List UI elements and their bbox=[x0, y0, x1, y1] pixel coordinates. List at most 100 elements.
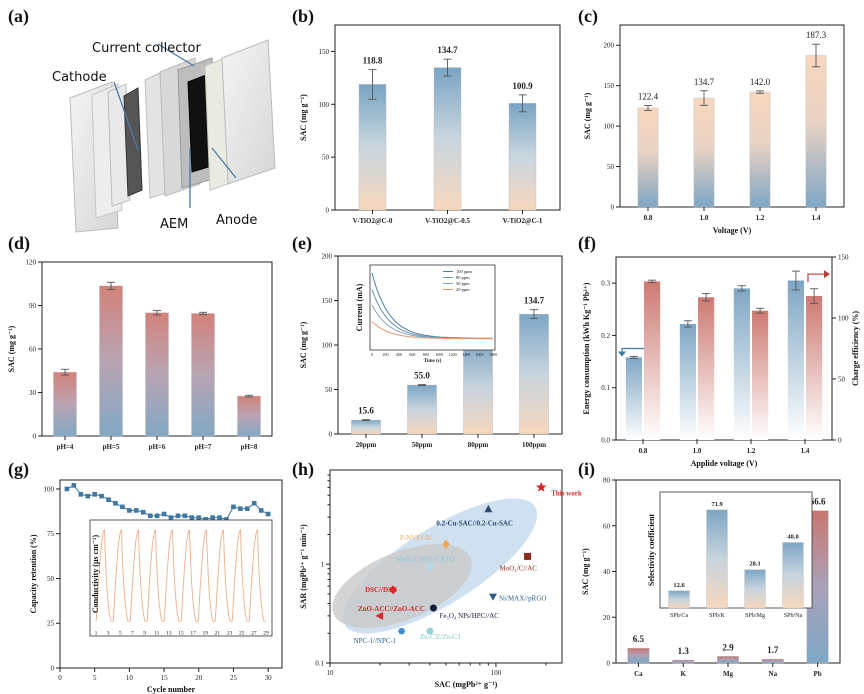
x-tick-label: Mg bbox=[723, 670, 734, 678]
point-label: P-NVF//AC bbox=[400, 534, 434, 542]
y-left-tick-label: 0.0 bbox=[601, 437, 610, 445]
point-label: This work bbox=[551, 489, 582, 497]
retention-point bbox=[134, 508, 139, 513]
inset-legend-label: 50 ppm bbox=[456, 281, 470, 286]
y-right-tick-label: 100 bbox=[838, 315, 849, 323]
inset-x-tick-label: 3 bbox=[107, 631, 110, 637]
x-axis-label: Applide voltage (V) bbox=[691, 459, 758, 468]
retention-point bbox=[196, 515, 202, 520]
y-axis-label: SAC (mg g⁻¹) bbox=[299, 321, 308, 368]
bar-charge-efficiency bbox=[644, 281, 661, 440]
y-tick-label: 0 bbox=[611, 204, 615, 212]
inset-y-axis-label: Conductivity (μs cm⁻¹) bbox=[91, 535, 100, 614]
plot-frame bbox=[59, 479, 283, 669]
panel-label-a: (a) bbox=[8, 6, 29, 26]
value-label: 15.6 bbox=[358, 406, 374, 416]
point-label: Zn-C3//Zn-C3 bbox=[420, 633, 461, 641]
retention-point bbox=[168, 515, 174, 520]
inset-legend-label: 80 ppm bbox=[456, 275, 470, 280]
retention-point bbox=[182, 513, 188, 519]
retention-point bbox=[258, 508, 264, 513]
y-tick-label: 150 bbox=[604, 82, 615, 90]
chart-c: 0 50 100 150 200 0.8 122.4 1.0 134.7 1.2 142.0 1.4 1… bbox=[583, 24, 845, 235]
label-cathode: Cathode bbox=[52, 70, 107, 85]
inset-value-label: 28.1 bbox=[749, 561, 760, 568]
x-tick-label: 10 bbox=[327, 669, 335, 677]
chart-i: 0 20 40 60 80 Ca 6.5 K 1.3 Mg 2.9 Na 1.7 Pb 66.6 SAC (m… bbox=[581, 477, 841, 678]
value-label: 2.9 bbox=[722, 642, 734, 652]
point-label: DSC//DSC bbox=[365, 586, 397, 594]
inset-x-tick-label: 29 bbox=[263, 631, 269, 637]
retention-point bbox=[106, 497, 111, 502]
inset-x-tick-label: 17 bbox=[190, 631, 196, 637]
bar bbox=[627, 647, 650, 664]
y-tick-label: 60 bbox=[603, 522, 611, 530]
x-tick-label: Ca bbox=[634, 670, 643, 678]
x-tick-label: 0.8 bbox=[644, 214, 653, 222]
bar bbox=[358, 84, 387, 211]
y-tick-label: 90 bbox=[29, 302, 37, 310]
y-tick-label: 50 bbox=[322, 154, 330, 162]
y-tick-label: 150 bbox=[322, 297, 333, 305]
bar bbox=[761, 658, 784, 664]
inset-value-label: 12.6 bbox=[673, 582, 685, 589]
retention-point bbox=[251, 500, 257, 506]
y-tick-label: 0.1 bbox=[315, 660, 324, 668]
inset-conductivity-line bbox=[95, 529, 266, 622]
value-label: 6.5 bbox=[633, 634, 645, 644]
y-axis-label: SAC (mg g⁻¹) bbox=[583, 92, 592, 139]
bar bbox=[508, 103, 537, 211]
bar-charge-efficiency bbox=[698, 297, 715, 440]
x-tick-label: 80ppm bbox=[468, 441, 489, 449]
x-tick-label: V-TiO2@C-1 bbox=[503, 217, 543, 225]
panel-label-e: (e) bbox=[292, 233, 312, 253]
value-label: 66.6 bbox=[810, 497, 826, 507]
x-tick-label: 0 bbox=[58, 674, 62, 682]
bar bbox=[145, 312, 169, 437]
retention-point bbox=[127, 508, 132, 513]
inset-x-tick-label: 1800 bbox=[489, 352, 497, 357]
inset-bar bbox=[782, 542, 804, 609]
retention-point bbox=[113, 500, 118, 506]
value-label: 55.0 bbox=[414, 371, 430, 381]
bar-energy bbox=[679, 323, 696, 440]
x-tick-label: 100ppm bbox=[522, 441, 546, 449]
scatter-point bbox=[375, 611, 383, 620]
inset-x-tick-label: 13 bbox=[166, 631, 172, 637]
y-left-tick-label: 0.2 bbox=[601, 332, 610, 340]
scatter-point bbox=[442, 539, 450, 549]
y-left-tick-label: 0.3 bbox=[601, 280, 610, 288]
panel-label-i: (i) bbox=[578, 459, 595, 479]
inset-x-tick-label: SPb/Ca bbox=[670, 613, 688, 619]
point-label: ZnO-ACC//ZnO-ACC bbox=[358, 605, 425, 613]
inset-x-tick-label: SPb/Na bbox=[784, 613, 803, 619]
y-tick-label: 50 bbox=[607, 163, 615, 171]
inset-x-tick-label: 200 bbox=[382, 352, 388, 357]
retention-point bbox=[99, 493, 104, 499]
y-tick-label: 100 bbox=[44, 485, 55, 493]
retention-point bbox=[217, 515, 222, 520]
inset-x-tick-label: 25 bbox=[239, 631, 245, 637]
inset-x-tick-label: 11 bbox=[154, 631, 160, 637]
inset-x-tick-label: 1600 bbox=[476, 352, 484, 357]
point-label: MnOₓ/CNDI//CNTD bbox=[396, 555, 455, 563]
y-tick-label: 0 bbox=[607, 660, 611, 668]
point-label: 0.2-Cu-SAC//0.2-Cu-SAC bbox=[436, 519, 513, 527]
retention-point bbox=[120, 504, 125, 510]
retention-point bbox=[265, 511, 271, 517]
retention-point bbox=[238, 506, 243, 511]
left-axis-arrowhead bbox=[618, 351, 626, 357]
inset-x-tick-label: SPb/Mg bbox=[745, 613, 765, 619]
plot-frame bbox=[619, 24, 845, 208]
retention-point bbox=[203, 517, 208, 522]
y-tick-label: 75 bbox=[47, 530, 55, 538]
inset-frame bbox=[89, 519, 273, 637]
end-plate-right bbox=[221, 39, 276, 185]
bar bbox=[637, 107, 659, 208]
y-tick-label: 100 bbox=[319, 101, 330, 109]
panel-label-d: (d) bbox=[8, 233, 30, 253]
cell-schematic: Current collector Cathode AEM Anode bbox=[52, 39, 276, 233]
chart-d: 0 30 60 90 120 pH=4 pH=5 pH=6 pH=7 pH=8 SAC (mg g⁻… bbox=[7, 259, 273, 451]
x-axis-label: Cycle number bbox=[147, 685, 196, 694]
retention-point bbox=[210, 515, 215, 520]
